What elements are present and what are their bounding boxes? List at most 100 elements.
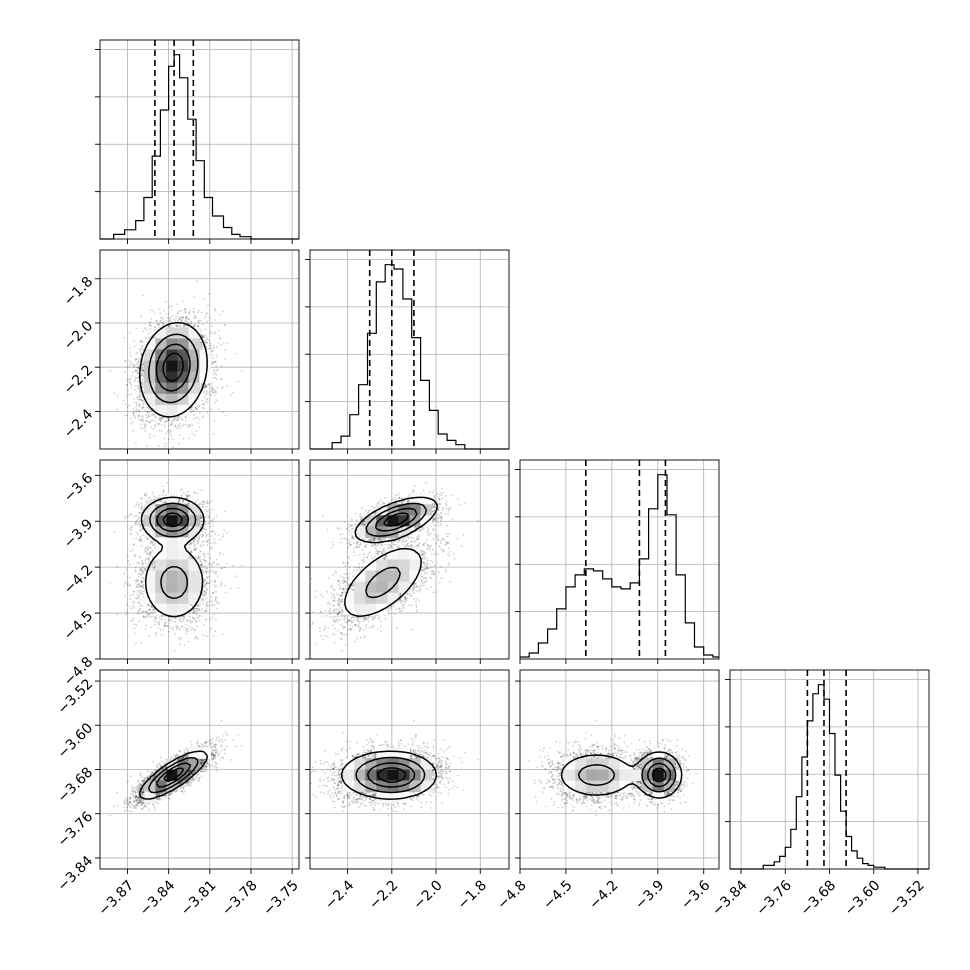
scatter-point [237,380,240,383]
scatter-point [209,330,212,333]
density-layer [95,40,929,870]
scatter-point [201,384,203,386]
scatter-point [138,363,141,366]
scatter-point [129,381,131,384]
scatter-point [141,368,144,370]
scatter-point [137,371,140,374]
scatter-point [165,319,168,322]
scatter-point [150,318,153,321]
scatter-point [168,424,171,427]
scatter-point [159,418,162,421]
scatter-point [207,391,209,394]
scatter-point [191,424,194,427]
scatter-point [202,323,205,325]
scatter-point [190,407,193,410]
scatter-point [172,419,175,422]
scatter-point [137,417,140,420]
scatter-point [190,322,192,325]
scatter-point [212,391,214,394]
scatter-point [169,429,172,432]
scatter-point [135,410,138,413]
scatter-point [165,442,167,445]
scatter-point [156,322,159,325]
scatter-point [190,411,192,414]
scatter-point [132,411,135,413]
scatter-point [210,390,213,393]
scatter-point [216,369,218,372]
scatter-point [148,433,151,436]
scatter-point [176,418,179,420]
scatter-point [196,416,199,419]
scatter-point [135,372,138,375]
scatter-point [205,312,208,314]
scatter-point [158,417,161,419]
scatter-point [192,417,195,420]
scatter-point [146,417,148,419]
scatter-point [135,369,138,371]
scatter-point [214,309,217,312]
scatter-point [184,311,187,313]
scatter-point [200,382,203,385]
scatter-point [211,324,214,327]
scatter-point [172,438,174,441]
scatter-point [184,320,187,322]
scatter-point [183,308,186,310]
scatter-point [194,434,196,437]
scatter-point [142,399,145,402]
scatter-point [205,385,208,387]
scatter-point [140,415,143,418]
scatter-point [189,310,191,312]
scatter-point [202,298,205,301]
scatter-point [218,408,221,410]
scatter-point [214,319,217,321]
scatter-point [175,325,178,327]
scatter-point [197,322,200,325]
scatter-point [142,406,144,409]
scatter-point [198,309,200,312]
scatter-point [135,358,138,361]
scatter-point [127,393,130,396]
scatter-point [215,390,217,393]
scatter-point [138,398,141,401]
scatter-point [153,413,156,416]
scatter-point [220,378,223,380]
scatter-point [212,373,215,376]
scatter-point [172,446,174,449]
scatter-point [141,408,144,410]
scatter-point [198,418,201,421]
scatter-point [214,308,217,310]
scatter-point [136,361,139,364]
scatter-point [160,419,162,421]
scatter-point [126,406,129,408]
scatter-point [138,348,141,350]
scatter-point [208,293,211,295]
scatter-point [204,385,207,388]
scatter-point [137,396,140,398]
scatter-point [201,416,204,419]
scatter-point [136,370,139,372]
scatter-point [188,426,190,429]
scatter-point [133,364,135,366]
scatter-point [219,313,221,316]
scatter-point [192,310,195,313]
scatter-point [181,418,184,421]
scatter-point [218,337,221,340]
scatter-point [215,392,217,395]
scatter-point [185,315,187,318]
scatter-point [214,360,217,363]
scatter-point [133,366,135,369]
scatter-point [200,341,203,343]
scatter-point [142,369,145,372]
scatter-point [131,375,134,377]
scatter-point [221,411,224,414]
scatter-point [140,373,143,376]
scatter-point [152,309,154,312]
scatter-point [140,353,143,355]
scatter-point [183,324,186,327]
scatter-point [210,394,213,397]
scatter-point [193,311,196,314]
scatter-point [195,408,198,411]
scatter-point [202,404,205,406]
scatter-point [153,414,156,417]
scatter-point [187,321,189,324]
